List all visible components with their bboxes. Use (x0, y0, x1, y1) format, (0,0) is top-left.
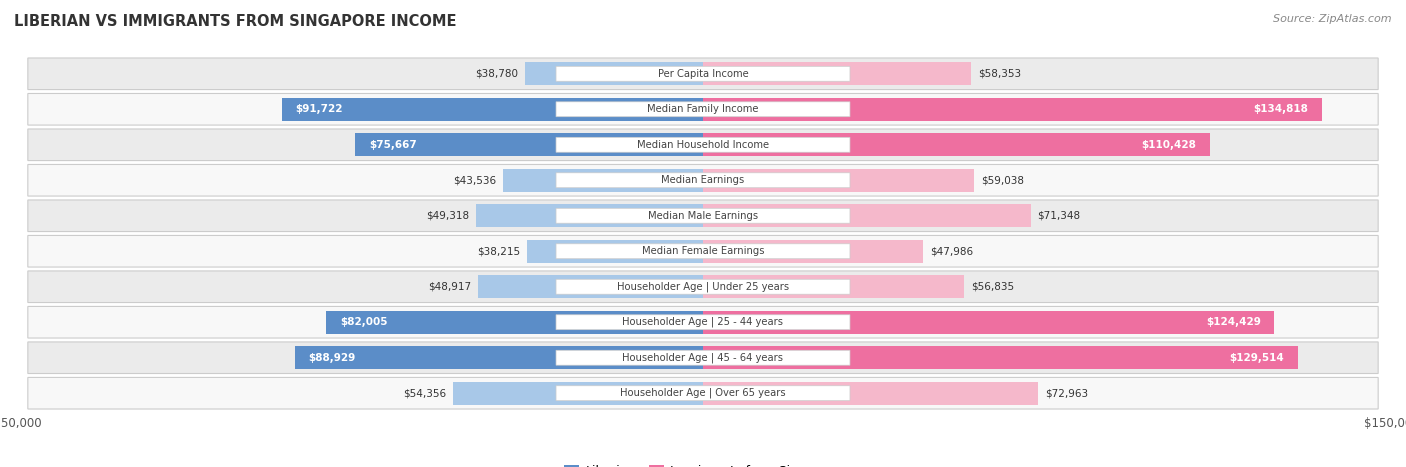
FancyBboxPatch shape (28, 164, 1378, 196)
FancyBboxPatch shape (28, 200, 1378, 232)
Text: $38,215: $38,215 (478, 246, 520, 256)
FancyBboxPatch shape (28, 93, 1378, 125)
Text: $58,353: $58,353 (979, 69, 1021, 79)
Bar (294, 346, 703, 369)
FancyBboxPatch shape (28, 306, 1378, 338)
Bar (527, 240, 703, 263)
Text: $47,986: $47,986 (931, 246, 973, 256)
Bar (477, 204, 703, 227)
FancyBboxPatch shape (28, 377, 1378, 409)
FancyBboxPatch shape (555, 350, 851, 365)
Text: Householder Age | Under 25 years: Householder Age | Under 25 years (617, 282, 789, 292)
FancyBboxPatch shape (555, 208, 851, 223)
Text: Per Capita Income: Per Capita Income (658, 69, 748, 79)
Bar (524, 62, 703, 85)
Bar (478, 275, 703, 298)
Bar (281, 98, 703, 121)
FancyBboxPatch shape (28, 58, 1378, 90)
Text: $91,722: $91,722 (295, 104, 343, 114)
FancyBboxPatch shape (28, 342, 1378, 374)
FancyBboxPatch shape (555, 102, 851, 117)
Text: Householder Age | Over 65 years: Householder Age | Over 65 years (620, 388, 786, 398)
FancyBboxPatch shape (555, 386, 851, 401)
FancyBboxPatch shape (555, 315, 851, 330)
Text: $82,005: $82,005 (340, 317, 388, 327)
Text: Source: ZipAtlas.com: Source: ZipAtlas.com (1274, 14, 1392, 24)
Bar (503, 169, 703, 192)
Text: Median Family Income: Median Family Income (647, 104, 759, 114)
Bar (703, 311, 1274, 334)
Text: $71,348: $71,348 (1038, 211, 1081, 221)
FancyBboxPatch shape (28, 271, 1378, 303)
Text: $59,038: $59,038 (981, 175, 1024, 185)
Bar (703, 382, 1038, 405)
Bar (703, 98, 1322, 121)
FancyBboxPatch shape (555, 279, 851, 294)
FancyBboxPatch shape (28, 235, 1378, 267)
Text: $56,835: $56,835 (972, 282, 1014, 292)
FancyBboxPatch shape (555, 173, 851, 188)
Legend: Liberian, Immigrants from Singapore: Liberian, Immigrants from Singapore (560, 460, 846, 467)
Bar (703, 204, 1031, 227)
Text: $49,318: $49,318 (426, 211, 470, 221)
FancyBboxPatch shape (555, 244, 851, 259)
Text: Householder Age | 45 - 64 years: Householder Age | 45 - 64 years (623, 353, 783, 363)
Text: $134,818: $134,818 (1254, 104, 1309, 114)
Bar (703, 169, 974, 192)
Bar (703, 133, 1211, 156)
FancyBboxPatch shape (555, 66, 851, 81)
Bar (703, 62, 972, 85)
Text: Median Household Income: Median Household Income (637, 140, 769, 150)
FancyBboxPatch shape (555, 137, 851, 152)
Text: Median Earnings: Median Earnings (661, 175, 745, 185)
Bar (703, 275, 965, 298)
Bar (356, 133, 703, 156)
Text: $43,536: $43,536 (453, 175, 496, 185)
Text: $54,356: $54,356 (404, 388, 447, 398)
Text: $110,428: $110,428 (1142, 140, 1197, 150)
Text: Median Male Earnings: Median Male Earnings (648, 211, 758, 221)
Text: $38,780: $38,780 (475, 69, 517, 79)
Text: $129,514: $129,514 (1229, 353, 1284, 363)
Bar (703, 240, 924, 263)
Text: LIBERIAN VS IMMIGRANTS FROM SINGAPORE INCOME: LIBERIAN VS IMMIGRANTS FROM SINGAPORE IN… (14, 14, 457, 29)
Text: $72,963: $72,963 (1045, 388, 1088, 398)
Text: Median Female Earnings: Median Female Earnings (641, 246, 765, 256)
Bar (703, 346, 1298, 369)
Bar (453, 382, 703, 405)
Text: $124,429: $124,429 (1206, 317, 1261, 327)
Bar (326, 311, 703, 334)
FancyBboxPatch shape (28, 129, 1378, 161)
Text: $48,917: $48,917 (429, 282, 471, 292)
Text: $88,929: $88,929 (308, 353, 356, 363)
Text: Householder Age | 25 - 44 years: Householder Age | 25 - 44 years (623, 317, 783, 327)
Text: $75,667: $75,667 (370, 140, 418, 150)
